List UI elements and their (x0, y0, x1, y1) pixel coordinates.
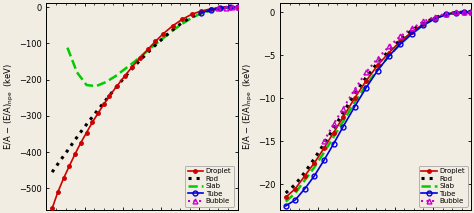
Legend: Droplet, Rod, Slab, Tube, Bubble: Droplet, Rod, Slab, Tube, Bubble (185, 166, 234, 207)
Y-axis label: E/A $-$ (E/A)$_{\rm npe}$  (keV): E/A $-$ (E/A)$_{\rm npe}$ (keV) (3, 63, 16, 150)
Y-axis label: E/A $-$ (E/A)$_{\rm npe}$  (keV): E/A $-$ (E/A)$_{\rm npe}$ (keV) (242, 63, 255, 150)
Legend: Droplet, Rod, Slab, Tube, Bubble: Droplet, Rod, Slab, Tube, Bubble (419, 166, 468, 207)
